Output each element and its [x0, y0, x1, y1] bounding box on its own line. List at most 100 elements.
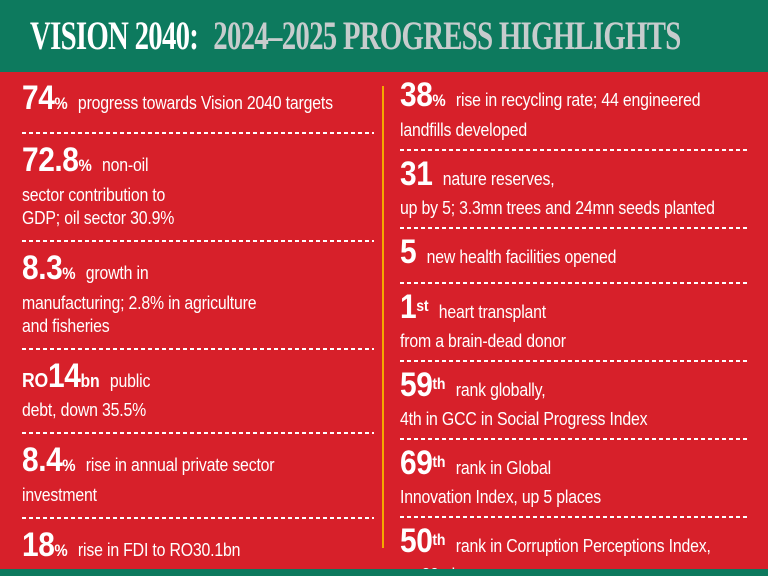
stat-value-number: 8.4	[22, 441, 63, 479]
stat-value-number: 50	[400, 522, 433, 560]
stat-headline: 69th rank in Global	[400, 445, 745, 486]
stat-text-below: landfills developed	[400, 120, 527, 140]
stat-text-below: debt, down 35.5%	[22, 400, 146, 420]
stat-value: 38%	[400, 77, 450, 113]
stat-headline: 18% rise in FDI to RO30.1bn	[22, 527, 374, 569]
stat-text-inline: public	[109, 371, 151, 391]
stat-headline: 5 new health facilities opened	[400, 234, 745, 275]
stat-value-number: 74	[22, 79, 55, 117]
stat-text-below: up 20 places	[400, 564, 745, 569]
stat-text-inline: rank in Global	[455, 458, 552, 478]
stat-headline: 31 nature reserves,	[400, 156, 745, 197]
stat-value-number: 18	[22, 526, 55, 564]
item-separator	[22, 517, 374, 519]
stat-value: 1st	[400, 289, 433, 325]
stats-column-left: 74% progress towards Vision 2040 targets…	[22, 72, 374, 569]
stat-headline: 1st heart transplant	[400, 289, 745, 330]
title-secondary: 2024–2025 PROGRESS HIGHLIGHTS	[213, 13, 681, 58]
stat-headline: RO14bn public	[22, 358, 374, 399]
title-primary: VISION 2040:	[30, 13, 199, 58]
stat-value-number: 38	[400, 76, 433, 114]
stat-text-inline: rise in recycling rate; 44 engineered	[455, 90, 701, 110]
stat-text-below: manufacturing; 2.8% in agriculture and f…	[22, 293, 257, 336]
page-title: VISION 2040: 2024–2025 PROGRESS HIGHLIGH…	[30, 16, 681, 56]
stat-item: 8.4% rise in annual private sector inves…	[22, 434, 374, 517]
stat-headline: 38% rise in recycling rate; 44 engineere…	[400, 77, 745, 119]
stats-column-right: 38% rise in recycling rate; 44 engineere…	[400, 72, 748, 569]
stat-value-number: 31	[400, 155, 433, 193]
stat-value-number: 1	[400, 288, 417, 326]
stat-value-suffix: th	[432, 532, 446, 549]
item-separator	[22, 348, 374, 350]
stat-value: 8.4%	[22, 442, 80, 478]
stat-value: 18%	[22, 527, 72, 563]
stat-item: RO14bn public debt, down 35.5%	[22, 350, 374, 432]
stat-value-prefix: RO	[22, 370, 49, 392]
stat-value: 72.8%	[22, 142, 96, 178]
stat-value-suffix: %	[432, 91, 446, 110]
stat-value-suffix: th	[432, 454, 446, 471]
stat-text-inline: new health facilities opened	[426, 247, 617, 267]
stat-text-below: sector contribution to GDP; oil sector 3…	[22, 185, 175, 228]
stat-text-below: investment	[22, 485, 97, 505]
stat-value-suffix: bn	[80, 371, 100, 391]
stat-text-inline: non-oil	[102, 155, 149, 175]
stat-value: 74%	[22, 80, 72, 116]
stat-value-suffix: %	[54, 541, 68, 560]
stat-value-number: 59	[400, 366, 433, 404]
stat-item: 18% rise in FDI to RO30.1bn (11.1% of GD…	[22, 519, 374, 569]
stat-value: 50th	[400, 523, 450, 559]
stat-text-inline: rise in FDI to RO30.1bn	[77, 540, 241, 560]
content-area: 74% progress towards Vision 2040 targets…	[0, 72, 768, 569]
stat-text-below: up by 5; 3.3mn trees and 24mn seeds plan…	[400, 198, 715, 218]
stat-text-inline: growth in	[85, 263, 149, 283]
column-divider-line	[382, 86, 384, 548]
stat-text-inline: nature reserves,	[442, 169, 555, 189]
stat-value: 31	[400, 156, 437, 192]
stat-headline: 74% progress towards Vision 2040 targets	[22, 80, 374, 122]
item-separator	[22, 432, 374, 434]
stat-item: 8.3% growth in manufacturing; 2.8% in ag…	[22, 242, 374, 348]
stat-value-number: 72.8	[22, 141, 79, 179]
stat-value: 69th	[400, 445, 450, 481]
stat-value-suffix: %	[62, 264, 76, 283]
stat-item: 5 new health facilities opened	[400, 229, 745, 282]
stat-text-inline: rank globally,	[455, 380, 546, 400]
stat-item: 1st heart transplant from a brain-dead d…	[400, 284, 745, 360]
stat-text-below: from a brain-dead donor	[400, 331, 566, 351]
stat-text-inline: rise in annual private sector	[85, 455, 275, 475]
stat-headline: 72.8% non-oil	[22, 142, 374, 184]
item-separator	[400, 282, 748, 284]
stat-value: RO14bn	[22, 358, 104, 394]
stat-value-suffix: th	[432, 376, 446, 393]
stat-item: 74% progress towards Vision 2040 targets	[22, 72, 374, 132]
stat-value-number: 14	[48, 357, 81, 395]
stat-value-suffix: %	[62, 456, 76, 475]
stat-value-suffix: %	[78, 156, 92, 175]
stat-item: 50th rank in Corruption Perceptions Inde…	[400, 518, 745, 569]
stat-item: 69th rank in Global Innovation Index, up…	[400, 440, 745, 516]
stat-value-number: 5	[400, 233, 417, 271]
item-separator	[400, 360, 748, 362]
bottom-border-strip	[0, 569, 768, 576]
item-separator	[400, 516, 748, 518]
stat-value-suffix: %	[54, 94, 68, 113]
stat-value-number: 69	[400, 444, 433, 482]
stat-text-inline: progress towards Vision 2040 targets	[77, 93, 333, 113]
stat-item: 31 nature reserves, up by 5; 3.3mn trees…	[400, 151, 745, 227]
stat-item: 59th rank globally, 4th in GCC in Social…	[400, 362, 745, 438]
stat-value-number: 8.3	[22, 249, 63, 287]
stat-text-inline: rank in Corruption Perceptions Index,	[455, 536, 711, 556]
item-separator	[22, 132, 374, 134]
stat-text-below: 4th in GCC in Social Progress Index	[400, 409, 648, 429]
stat-headline: 59th rank globally,	[400, 367, 745, 408]
stat-text-below: Innovation Index, up 5 places	[400, 487, 601, 507]
stat-item: 72.8% non-oil sector contribution to GDP…	[22, 134, 374, 240]
stat-value-suffix: st	[416, 298, 429, 315]
item-separator	[400, 149, 748, 151]
item-separator	[400, 227, 748, 229]
stat-value: 8.3%	[22, 250, 80, 286]
item-separator	[22, 240, 374, 242]
stat-text-inline: heart transplant	[438, 302, 547, 322]
